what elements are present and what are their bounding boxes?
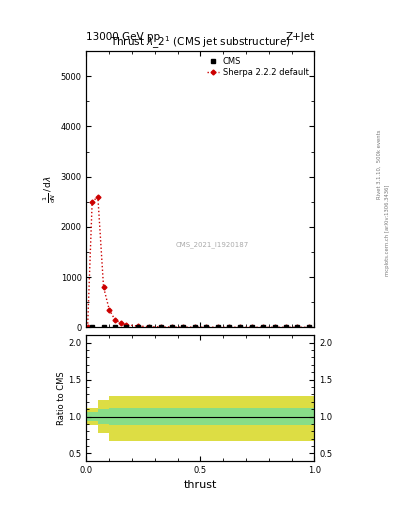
Line: CMS: CMS xyxy=(90,326,310,329)
CMS xyxy=(181,324,186,330)
Y-axis label: $\frac{1}{\mathrm{d}N}\,/\,\mathrm{d}\lambda$: $\frac{1}{\mathrm{d}N}\,/\,\mathrm{d}\la… xyxy=(41,175,58,203)
Sherpa 2.2.2 default xyxy=(107,307,112,313)
Sherpa 2.2.2 default xyxy=(101,284,106,290)
Sherpa 2.2.2 default xyxy=(181,324,186,330)
CMS xyxy=(170,324,174,330)
Sherpa 2.2.2 default xyxy=(284,324,288,330)
CMS xyxy=(113,324,118,330)
Sherpa 2.2.2 default xyxy=(307,324,311,330)
CMS xyxy=(215,324,220,330)
Sherpa 2.2.2 default xyxy=(204,324,209,330)
CMS xyxy=(135,324,140,330)
CMS xyxy=(295,324,300,330)
Sherpa 2.2.2 default xyxy=(124,322,129,328)
CMS xyxy=(272,324,277,330)
Sherpa 2.2.2 default xyxy=(118,320,123,326)
Sherpa 2.2.2 default xyxy=(295,324,300,330)
CMS xyxy=(193,324,197,330)
CMS xyxy=(204,324,209,330)
Text: CMS_2021_I1920187: CMS_2021_I1920187 xyxy=(175,241,248,248)
CMS xyxy=(124,324,129,330)
Sherpa 2.2.2 default xyxy=(113,317,118,323)
CMS xyxy=(101,324,106,330)
Sherpa 2.2.2 default xyxy=(215,324,220,330)
Sherpa 2.2.2 default xyxy=(193,324,197,330)
Sherpa 2.2.2 default xyxy=(135,323,140,329)
Y-axis label: Ratio to CMS: Ratio to CMS xyxy=(57,371,66,425)
CMS xyxy=(90,324,94,330)
Sherpa 2.2.2 default xyxy=(261,324,266,330)
Title: Thrust $\lambda\_2^1$ (CMS jet substructure): Thrust $\lambda\_2^1$ (CMS jet substruct… xyxy=(110,35,291,51)
Sherpa 2.2.2 default xyxy=(227,324,231,330)
Text: mcplots.cern.ch [arXiv:1306.3436]: mcplots.cern.ch [arXiv:1306.3436] xyxy=(385,185,389,276)
CMS xyxy=(158,324,163,330)
CMS xyxy=(147,324,152,330)
Text: Z+Jet: Z+Jet xyxy=(285,32,314,42)
Sherpa 2.2.2 default xyxy=(85,324,90,330)
Sherpa 2.2.2 default xyxy=(147,324,152,330)
Line: Sherpa 2.2.2 default: Sherpa 2.2.2 default xyxy=(86,195,310,329)
X-axis label: thrust: thrust xyxy=(184,480,217,490)
CMS xyxy=(307,324,311,330)
CMS xyxy=(250,324,254,330)
Legend: CMS, Sherpa 2.2.2 default: CMS, Sherpa 2.2.2 default xyxy=(205,55,310,79)
Sherpa 2.2.2 default xyxy=(90,199,94,205)
Sherpa 2.2.2 default xyxy=(238,324,243,330)
Text: 13000 GeV pp: 13000 GeV pp xyxy=(86,32,161,42)
Sherpa 2.2.2 default xyxy=(170,324,174,330)
CMS xyxy=(284,324,288,330)
CMS xyxy=(261,324,266,330)
CMS xyxy=(227,324,231,330)
Sherpa 2.2.2 default xyxy=(250,324,254,330)
CMS xyxy=(238,324,243,330)
Text: Rivet 3.1.10,  500k events: Rivet 3.1.10, 500k events xyxy=(377,129,382,199)
Sherpa 2.2.2 default xyxy=(272,324,277,330)
Sherpa 2.2.2 default xyxy=(158,324,163,330)
Sherpa 2.2.2 default xyxy=(95,194,100,200)
